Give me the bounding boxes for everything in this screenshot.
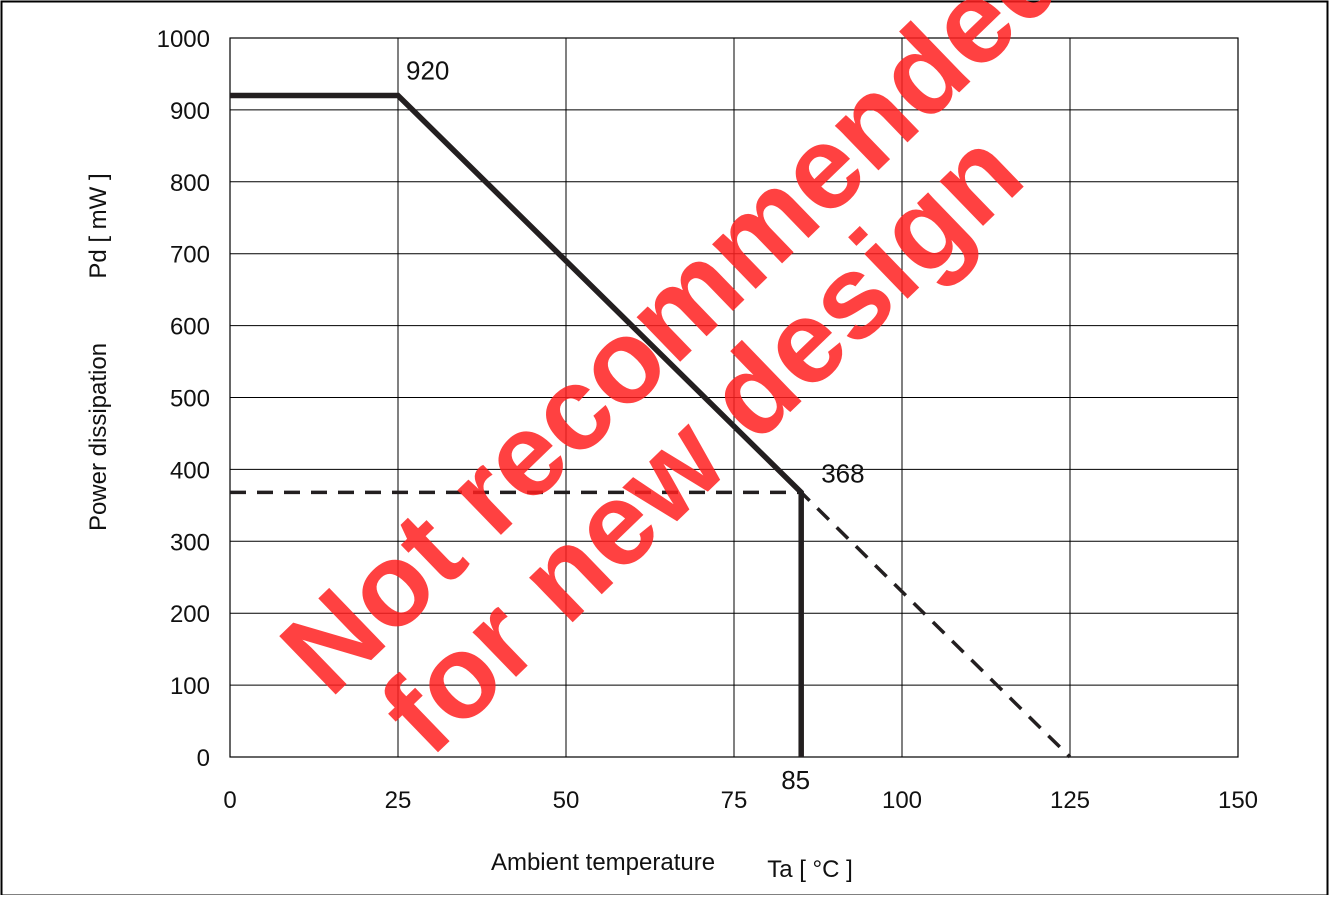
x-axis-label: Ambient temperature [491,849,715,876]
x-tick-label: 125 [1050,787,1090,814]
y-tick-label: 800 [170,170,210,197]
y-axis-symbol: Pd [ mW ] [85,173,112,278]
y-tick-label: 700 [170,242,210,269]
annotation-label: 920 [406,56,449,86]
y-tick-label: 300 [170,529,210,556]
y-tick-label: 200 [170,601,210,628]
x-tick-label: 25 [385,787,412,814]
plot-border [229,37,1239,758]
x-axis-symbol: Ta [ °C ] [767,856,853,883]
grid-lines [229,37,1239,758]
y-tick-label: 100 [170,673,210,700]
annotation-label: 85 [781,765,810,795]
x-tick-labels: 0 25 50 75 100 125 150 [223,787,1258,814]
x-tick-label: 0 [223,787,236,814]
annotation-label: 368 [821,458,864,488]
x-tick-label: 100 [882,787,922,814]
watermark-line-1: Not recommended [256,0,1093,719]
y-tick-label: 400 [170,457,210,484]
annotations: 920 368 85 [406,56,865,795]
y-tick-label: 900 [170,98,210,125]
x-tick-label: 50 [553,787,580,814]
series-line-dashed [230,490,1072,759]
y-tick-label: 0 [197,745,210,772]
y-tick-label: 600 [170,314,210,341]
series-line-solid [230,92,804,757]
watermark: Not recommended for new design [256,0,1093,779]
y-tick-label: 1000 [157,26,210,53]
y-axis-label: Power dissipation [85,343,112,531]
x-tick-label: 75 [721,787,748,814]
x-tick-label: 150 [1218,787,1258,814]
y-tick-labels: 0 100 200 300 400 500 600 700 800 900 1000 [157,26,210,772]
data-series [230,92,1072,759]
y-tick-label: 500 [170,386,210,413]
